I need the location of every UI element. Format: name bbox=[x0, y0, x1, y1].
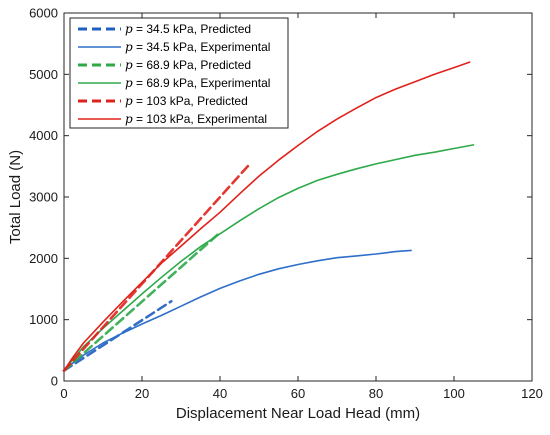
y-tick-label: 3000 bbox=[29, 190, 58, 205]
legend-label-5: p = 103 kPa, Experimental bbox=[125, 112, 267, 126]
y-tick-label: 0 bbox=[51, 374, 58, 389]
legend-label-1: p = 34.5 kPa, Experimental bbox=[125, 40, 270, 54]
tick-layer: 0 20 40 60 80 100 120 0 1000 2000 3000 4000 5000 6000 bbox=[29, 6, 543, 402]
x-tick-label: 120 bbox=[521, 386, 543, 401]
legend-text: = 34.5 kPa, Predicted bbox=[133, 22, 251, 36]
x-axis-label: Displacement Near Load Head (mm) bbox=[176, 405, 420, 422]
legend-symbol: p bbox=[125, 40, 133, 54]
series-line-4 bbox=[62, 163, 251, 372]
x-tick-label: 80 bbox=[369, 386, 383, 401]
series-line-5 bbox=[63, 61, 471, 372]
y-tick-label: 2000 bbox=[29, 251, 58, 266]
series-line-1 bbox=[63, 249, 412, 372]
series-line-3 bbox=[63, 144, 475, 372]
legend-symbol: p bbox=[125, 94, 133, 108]
legend-label-3: p = 68.9 kPa, Experimental bbox=[125, 76, 270, 90]
y-tick-label: 4000 bbox=[29, 128, 58, 143]
legend-label-0: p = 34.5 kPa, Predicted bbox=[125, 22, 251, 36]
y-tick-label: 1000 bbox=[29, 312, 58, 327]
x-tick-label: 0 bbox=[60, 386, 67, 401]
x-tick-label: 100 bbox=[443, 386, 465, 401]
legend-label-2: p = 68.9 kPa, Predicted bbox=[125, 58, 251, 72]
legend-label-4: p = 103 kPa, Predicted bbox=[125, 94, 248, 108]
y-tick-label: 6000 bbox=[29, 6, 58, 21]
legend-symbol: p bbox=[125, 22, 133, 36]
legend-symbol: p bbox=[125, 112, 133, 126]
legend-box bbox=[69, 17, 289, 129]
y-axis-label: Total Load (N) bbox=[7, 150, 24, 244]
legend-symbol: p bbox=[125, 76, 133, 90]
y-tick-label: 5000 bbox=[29, 67, 58, 82]
series-layer bbox=[62, 61, 475, 372]
legend-text: = 68.9 kPa, Predicted bbox=[133, 58, 251, 72]
x-tick-label: 20 bbox=[135, 386, 149, 401]
legend-symbol: p bbox=[125, 58, 133, 72]
legend-text: = 103 kPa, Predicted bbox=[133, 94, 248, 108]
series-line-2 bbox=[62, 231, 222, 372]
x-tick-label: 40 bbox=[213, 386, 227, 401]
x-tick-label: 60 bbox=[291, 386, 305, 401]
legend-text: = 68.9 kPa, Experimental bbox=[133, 76, 271, 90]
legend-text: = 34.5 kPa, Experimental bbox=[133, 40, 271, 54]
legend-text: = 103 kPa, Experimental bbox=[133, 112, 267, 126]
